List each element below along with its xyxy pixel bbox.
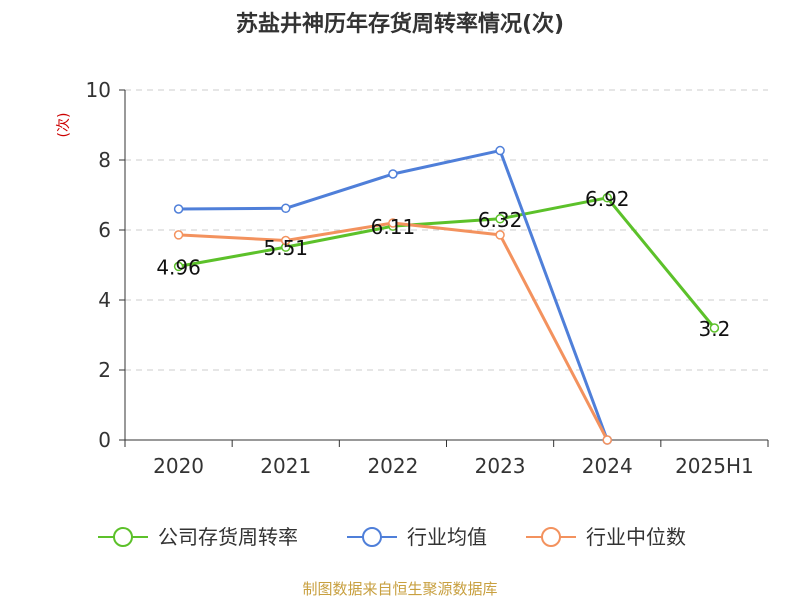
data-point xyxy=(495,230,505,240)
data-point xyxy=(173,261,184,272)
data-label: 4.96 xyxy=(156,255,201,279)
x-tick-label: 2022 xyxy=(367,454,418,478)
legend-marker xyxy=(541,527,561,547)
legend: 公司存货周转率 行业均值 行业中位数 xyxy=(98,525,686,549)
data-point xyxy=(173,230,184,240)
data-point xyxy=(281,235,291,246)
data-point xyxy=(495,214,505,224)
y-tick-label: 8 xyxy=(98,148,111,172)
legend-label: 公司存货周转率 xyxy=(158,525,298,549)
data-point xyxy=(602,435,612,445)
series-layer xyxy=(173,145,720,445)
source-note: 制图数据来自恒生聚源数据库 xyxy=(302,580,498,598)
x-tick-label: 2021 xyxy=(260,454,311,478)
x-tick-label: 2025H1 xyxy=(675,454,754,478)
y-tick-label: 4 xyxy=(98,288,111,312)
data-label: 3.2 xyxy=(699,317,731,341)
data-point xyxy=(388,169,398,179)
data-point xyxy=(173,204,184,214)
y-tick-label: 10 xyxy=(86,78,111,102)
legend-label: 行业均值 xyxy=(407,525,487,549)
axes: 0 2 4 6 8 10 2020 2021 2022 2023 2024 2025H1 xyxy=(86,78,769,478)
series-line xyxy=(178,196,716,329)
legend-marker xyxy=(113,527,133,547)
data-label: 6.32 xyxy=(478,208,523,232)
y-axis-unit: (次) xyxy=(56,113,72,138)
legend-label: 行业中位数 xyxy=(586,525,686,549)
y-tick-label: 2 xyxy=(98,358,111,382)
data-label: 5.51 xyxy=(263,236,308,260)
series-line xyxy=(178,149,609,441)
y-tick-label: 6 xyxy=(98,218,111,242)
x-tick-label: 2023 xyxy=(475,454,526,478)
x-tick-label: 2020 xyxy=(153,454,204,478)
data-label: 6.92 xyxy=(585,187,630,211)
data-point xyxy=(709,323,720,333)
data-label: 6.11 xyxy=(371,215,416,239)
data-point xyxy=(388,218,398,228)
data-point xyxy=(602,193,612,203)
x-tick-label: 2024 xyxy=(582,454,633,478)
chart-title: 苏盐井神历年存货周转率情况(次) xyxy=(235,12,565,37)
data-labels: 4.96 5.51 6.11 6.32 6.92 3.2 xyxy=(156,187,730,341)
data-point xyxy=(281,203,291,214)
data-point xyxy=(495,145,505,156)
y-tick-label: 0 xyxy=(98,428,111,452)
legend-marker xyxy=(362,527,382,547)
